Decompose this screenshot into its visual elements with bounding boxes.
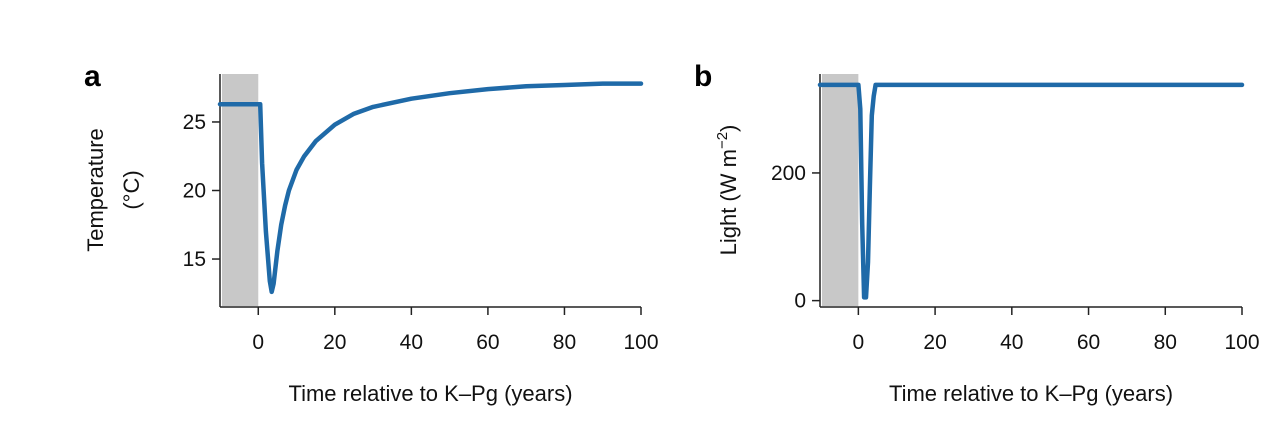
y-axis-title-line2: (°C) <box>119 170 144 209</box>
x-axis-title: Time relative to K–Pg (years) <box>288 381 572 406</box>
series-line <box>217 81 644 295</box>
y-axis-title-close: ) <box>716 125 741 132</box>
x-tick-label: 40 <box>400 331 423 354</box>
y-tick-label: 20 <box>183 180 206 203</box>
pre-impact-shading <box>822 74 859 306</box>
y-axis-title-superscript: −2 <box>714 132 731 149</box>
x-tick-label: 80 <box>1154 331 1177 354</box>
x-tick-label: 0 <box>853 331 865 354</box>
panel-letter: a <box>84 60 101 93</box>
panel-letter: b <box>694 60 712 93</box>
panel-a: a 0 20 40 60 80 100 15 20 25 Time relative to K–Pg… <box>83 60 659 406</box>
y-tick-label: 200 <box>771 162 806 185</box>
y-axis-title: Light (W m−2) <box>714 125 741 256</box>
y-tick-label: 0 <box>794 290 806 313</box>
panel-b: b 0 20 40 60 80 100 0 200 Time relative to K–Pg (… <box>694 60 1260 406</box>
series-line <box>817 82 1245 300</box>
x-tick-label: 40 <box>1000 331 1023 354</box>
x-tick-label: 60 <box>476 331 499 354</box>
x-axis-title: Time relative to K–Pg (years) <box>889 381 1173 406</box>
x-tick-label: 100 <box>1224 331 1259 354</box>
pre-impact-shading <box>222 74 259 306</box>
x-tick-label: 0 <box>252 331 264 354</box>
x-tick-label: 20 <box>923 331 946 354</box>
x-tick-label: 60 <box>1077 331 1100 354</box>
x-tick-label: 100 <box>623 331 658 354</box>
y-axis-title-main: Light (W m <box>716 149 741 255</box>
x-tick-label: 20 <box>323 331 346 354</box>
y-tick-label: 15 <box>183 248 206 271</box>
y-tick-label: 25 <box>183 111 206 134</box>
x-tick-label: 80 <box>553 331 576 354</box>
y-axis-title-line1: Temperature <box>83 128 108 252</box>
